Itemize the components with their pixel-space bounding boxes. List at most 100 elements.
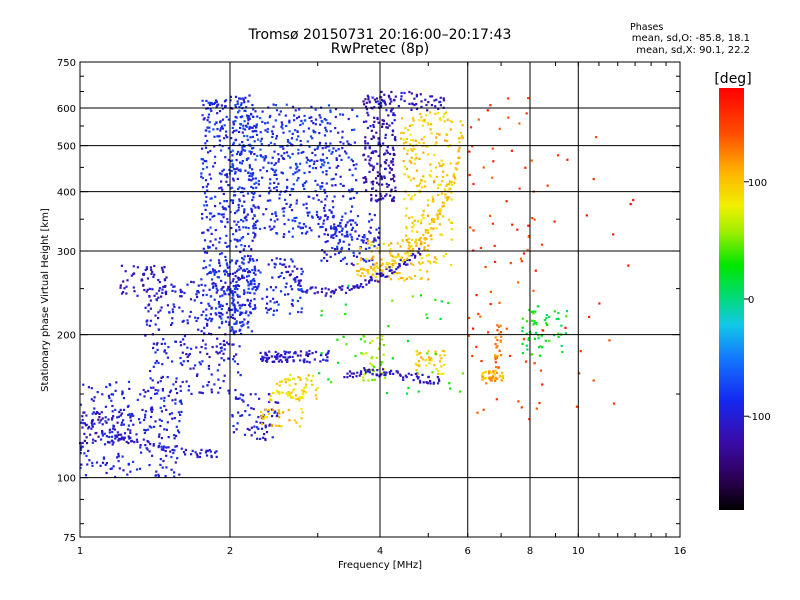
data-point xyxy=(348,168,351,171)
data-point xyxy=(220,220,223,223)
data-point xyxy=(221,107,224,110)
data-point xyxy=(267,263,270,266)
data-point xyxy=(496,345,499,348)
data-point xyxy=(261,110,264,113)
data-point xyxy=(364,142,367,145)
data-point xyxy=(224,134,228,137)
data-point xyxy=(509,262,512,265)
data-point xyxy=(169,450,172,453)
data-point xyxy=(544,339,547,342)
data-point xyxy=(415,369,418,372)
data-point xyxy=(228,392,231,395)
data-point xyxy=(208,130,211,133)
data-point xyxy=(442,115,445,118)
data-point xyxy=(101,417,104,420)
data-point xyxy=(207,116,210,119)
data-point xyxy=(383,160,386,164)
data-point xyxy=(350,197,353,200)
data-point xyxy=(407,339,410,343)
data-point xyxy=(371,364,374,367)
data-point xyxy=(216,352,219,355)
data-point xyxy=(202,118,205,121)
data-point xyxy=(226,136,229,139)
data-point xyxy=(340,229,344,232)
data-point xyxy=(293,217,296,220)
data-point xyxy=(143,395,146,398)
data-point xyxy=(219,303,222,306)
data-point xyxy=(218,312,222,315)
data-point xyxy=(310,116,313,119)
data-point xyxy=(419,268,422,272)
data-point xyxy=(231,280,234,283)
data-point xyxy=(392,197,395,200)
data-point xyxy=(507,97,510,100)
data-point xyxy=(419,253,422,256)
data-point xyxy=(411,247,414,251)
data-point xyxy=(257,183,260,186)
data-point xyxy=(281,145,284,148)
data-point xyxy=(353,128,356,131)
data-point xyxy=(264,426,267,429)
data-point xyxy=(275,189,278,192)
data-point xyxy=(276,218,279,221)
data-point xyxy=(152,275,155,278)
data-point xyxy=(289,285,292,288)
data-point xyxy=(232,300,235,303)
data-point xyxy=(160,437,163,440)
data-point xyxy=(384,275,387,278)
data-point xyxy=(103,443,107,446)
data-point xyxy=(416,220,419,223)
data-point xyxy=(287,393,290,396)
data-point xyxy=(271,415,274,418)
data-point xyxy=(440,192,443,195)
data-point xyxy=(138,467,142,470)
data-point xyxy=(324,240,327,244)
data-point xyxy=(274,119,277,122)
data-point xyxy=(485,382,488,385)
data-point xyxy=(418,141,421,144)
data-point xyxy=(346,372,349,375)
data-point xyxy=(105,385,108,389)
data-point xyxy=(423,237,427,240)
data-point xyxy=(222,339,225,343)
data-point xyxy=(360,239,363,242)
data-point xyxy=(305,351,308,354)
data-point xyxy=(401,117,404,120)
data-point xyxy=(494,369,497,372)
data-point xyxy=(320,163,324,166)
data-point xyxy=(319,353,323,357)
data-point xyxy=(248,413,251,417)
data-point xyxy=(433,364,436,367)
data-point xyxy=(243,134,246,138)
data-point xyxy=(244,169,247,172)
data-point xyxy=(229,329,232,332)
data-point xyxy=(376,117,379,121)
data-point xyxy=(142,388,145,392)
data-point xyxy=(213,269,217,272)
data-point xyxy=(489,104,492,107)
data-point xyxy=(286,185,289,188)
data-point xyxy=(274,212,277,215)
data-point xyxy=(377,280,380,283)
data-point xyxy=(532,312,535,315)
data-point xyxy=(153,425,156,428)
data-point xyxy=(303,171,306,175)
data-point xyxy=(220,307,223,311)
data-point xyxy=(326,359,329,362)
data-point xyxy=(316,147,319,150)
data-point xyxy=(350,158,353,161)
data-point xyxy=(79,403,82,406)
data-point xyxy=(483,371,486,374)
data-point xyxy=(300,143,303,146)
data-point xyxy=(200,175,203,178)
data-point xyxy=(370,257,373,260)
phase-stats-o-mode: mean, sd,O: -85.8, 18.1 xyxy=(631,33,750,44)
data-point xyxy=(318,114,321,117)
data-point xyxy=(104,420,107,423)
data-point xyxy=(433,260,436,263)
data-point xyxy=(419,381,422,384)
data-point xyxy=(627,264,630,267)
data-point xyxy=(260,137,263,140)
data-point xyxy=(446,183,449,186)
data-point xyxy=(564,332,567,335)
